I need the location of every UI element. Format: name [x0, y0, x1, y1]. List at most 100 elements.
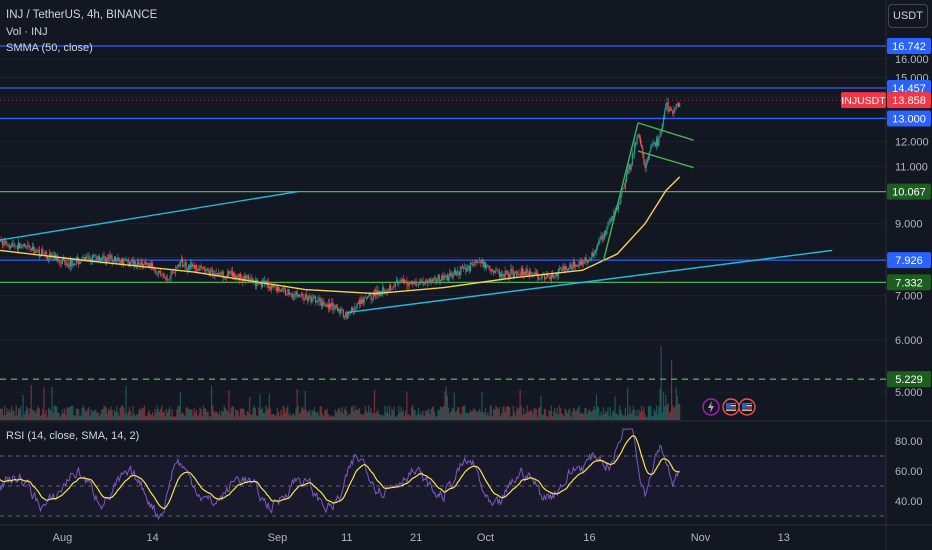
volume-bar [202, 405, 205, 420]
us-flag-event-icon [722, 398, 740, 416]
candle-body [427, 281, 429, 283]
volume-bar [415, 416, 417, 420]
volume-bar [112, 416, 114, 420]
candle-body [184, 262, 186, 266]
candle-body [407, 284, 409, 286]
volume-bar [96, 412, 98, 420]
volume-bar [164, 415, 166, 420]
volume-bar [160, 408, 162, 420]
price-label-box-0 [887, 38, 931, 55]
volume-bar [439, 406, 442, 420]
volume-bar [459, 413, 461, 420]
volume-bar [430, 409, 432, 420]
volume-bar [131, 416, 133, 420]
candle-body [315, 296, 317, 303]
candle-body [29, 247, 31, 249]
volume-bar [99, 413, 102, 420]
price-tick-7: 7.000 [895, 291, 923, 303]
candle-body [118, 257, 120, 262]
candle-body [8, 245, 10, 249]
volume-bar [586, 414, 588, 420]
volume-bar [455, 411, 458, 420]
volume-bar [249, 396, 251, 420]
candle-body [386, 290, 388, 292]
volume-bar [452, 407, 454, 420]
candle-body [471, 262, 473, 264]
volume-bar [331, 415, 333, 420]
candle-body [37, 249, 39, 251]
candle-body [139, 264, 141, 266]
volume-legend[interactable]: Vol · INJ [6, 26, 48, 38]
volume-bar [621, 413, 623, 420]
candle-body [122, 258, 124, 265]
volume-bar [438, 410, 440, 420]
volume-bar [208, 416, 210, 420]
volume-bar [110, 406, 112, 420]
candle-body [674, 108, 676, 110]
candle-body [302, 293, 304, 299]
candle-body [549, 276, 551, 280]
volume-bar [215, 411, 217, 420]
candle-body [376, 290, 378, 296]
candle-body [95, 255, 97, 257]
volume-bar [21, 416, 23, 420]
volume-bar [669, 411, 672, 420]
candle-body [458, 271, 460, 276]
candle-body [171, 271, 173, 273]
symbol-legend[interactable]: INJ / TetherUS, 4h, BINANCE [6, 9, 158, 21]
candle-body [481, 259, 483, 264]
candle-body [591, 252, 593, 259]
candle-body [554, 276, 556, 278]
volume-bar [293, 413, 295, 420]
candle-body [156, 273, 158, 275]
candle-body [567, 268, 569, 271]
volume-bar [173, 416, 176, 420]
volume-bar [434, 412, 436, 420]
candle-body [520, 268, 522, 276]
rsi-legend[interactable]: RSI (14, close, SMA, 14, 2) [6, 430, 140, 442]
candle-body [595, 247, 598, 251]
smma-legend[interactable]: SMMA (50, close) [6, 42, 93, 54]
candle-body [179, 262, 181, 267]
volume-bar [391, 408, 393, 420]
volume-bar [549, 411, 551, 420]
candle-body [624, 182, 626, 189]
candle-body [565, 266, 567, 269]
volume-bar [212, 405, 214, 420]
volume-bar [421, 414, 423, 420]
volume-bar [412, 405, 414, 420]
candle-body [88, 256, 90, 261]
volume-bar [469, 409, 472, 420]
candle-body [239, 273, 242, 280]
symbol-tag-box [841, 92, 886, 109]
volume-bar [570, 416, 572, 420]
volume-bar [593, 405, 595, 420]
volume-bar [109, 410, 111, 420]
event-icons[interactable] [702, 398, 756, 416]
candle-body [230, 270, 232, 274]
candle-body [42, 249, 44, 254]
volume-bar [407, 415, 409, 420]
candle-body [82, 257, 84, 259]
axes: 16.00015.00014.00012.00011.0009.0008.000… [53, 38, 931, 544]
candle-body [30, 248, 32, 251]
candle-body [432, 278, 435, 282]
volume-bar [504, 412, 506, 420]
candle-body [459, 269, 461, 276]
volume-bar [523, 408, 525, 420]
volume-bar [655, 405, 658, 420]
candle-body [475, 260, 477, 263]
candle-body [535, 271, 537, 275]
candle-body [332, 302, 334, 310]
candle-body [364, 297, 366, 299]
candle-body [586, 261, 588, 263]
candle-body [16, 246, 18, 250]
candle-body [671, 109, 673, 111]
volume-bar [206, 412, 208, 420]
candle-body [516, 271, 518, 276]
volume-bar [69, 406, 72, 420]
currency-button[interactable]: USDT [888, 4, 928, 28]
volume-bar [422, 410, 424, 420]
volume-bar [289, 412, 291, 420]
